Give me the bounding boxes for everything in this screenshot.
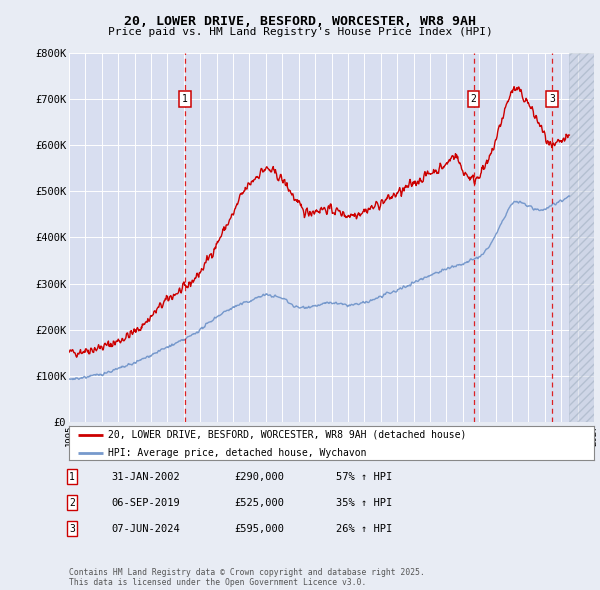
Text: Price paid vs. HM Land Registry's House Price Index (HPI): Price paid vs. HM Land Registry's House … — [107, 27, 493, 37]
Text: 35% ↑ HPI: 35% ↑ HPI — [336, 498, 392, 507]
Text: 26% ↑ HPI: 26% ↑ HPI — [336, 524, 392, 533]
Text: 07-JUN-2024: 07-JUN-2024 — [111, 524, 180, 533]
Text: 3: 3 — [69, 524, 75, 533]
Text: 1: 1 — [69, 472, 75, 481]
Bar — [569, 53, 594, 422]
Text: 20, LOWER DRIVE, BESFORD, WORCESTER, WR8 9AH: 20, LOWER DRIVE, BESFORD, WORCESTER, WR8… — [124, 15, 476, 28]
Text: 57% ↑ HPI: 57% ↑ HPI — [336, 472, 392, 481]
Text: 2: 2 — [69, 498, 75, 507]
Text: Contains HM Land Registry data © Crown copyright and database right 2025.
This d: Contains HM Land Registry data © Crown c… — [69, 568, 425, 587]
Text: £525,000: £525,000 — [234, 498, 284, 507]
Text: £290,000: £290,000 — [234, 472, 284, 481]
Text: 31-JAN-2002: 31-JAN-2002 — [111, 472, 180, 481]
Text: HPI: Average price, detached house, Wychavon: HPI: Average price, detached house, Wych… — [109, 448, 367, 458]
Text: 20, LOWER DRIVE, BESFORD, WORCESTER, WR8 9AH (detached house): 20, LOWER DRIVE, BESFORD, WORCESTER, WR8… — [109, 430, 467, 440]
Text: 3: 3 — [549, 94, 555, 104]
Text: £595,000: £595,000 — [234, 524, 284, 533]
Text: 1: 1 — [182, 94, 188, 104]
Text: 2: 2 — [471, 94, 476, 104]
Text: 06-SEP-2019: 06-SEP-2019 — [111, 498, 180, 507]
